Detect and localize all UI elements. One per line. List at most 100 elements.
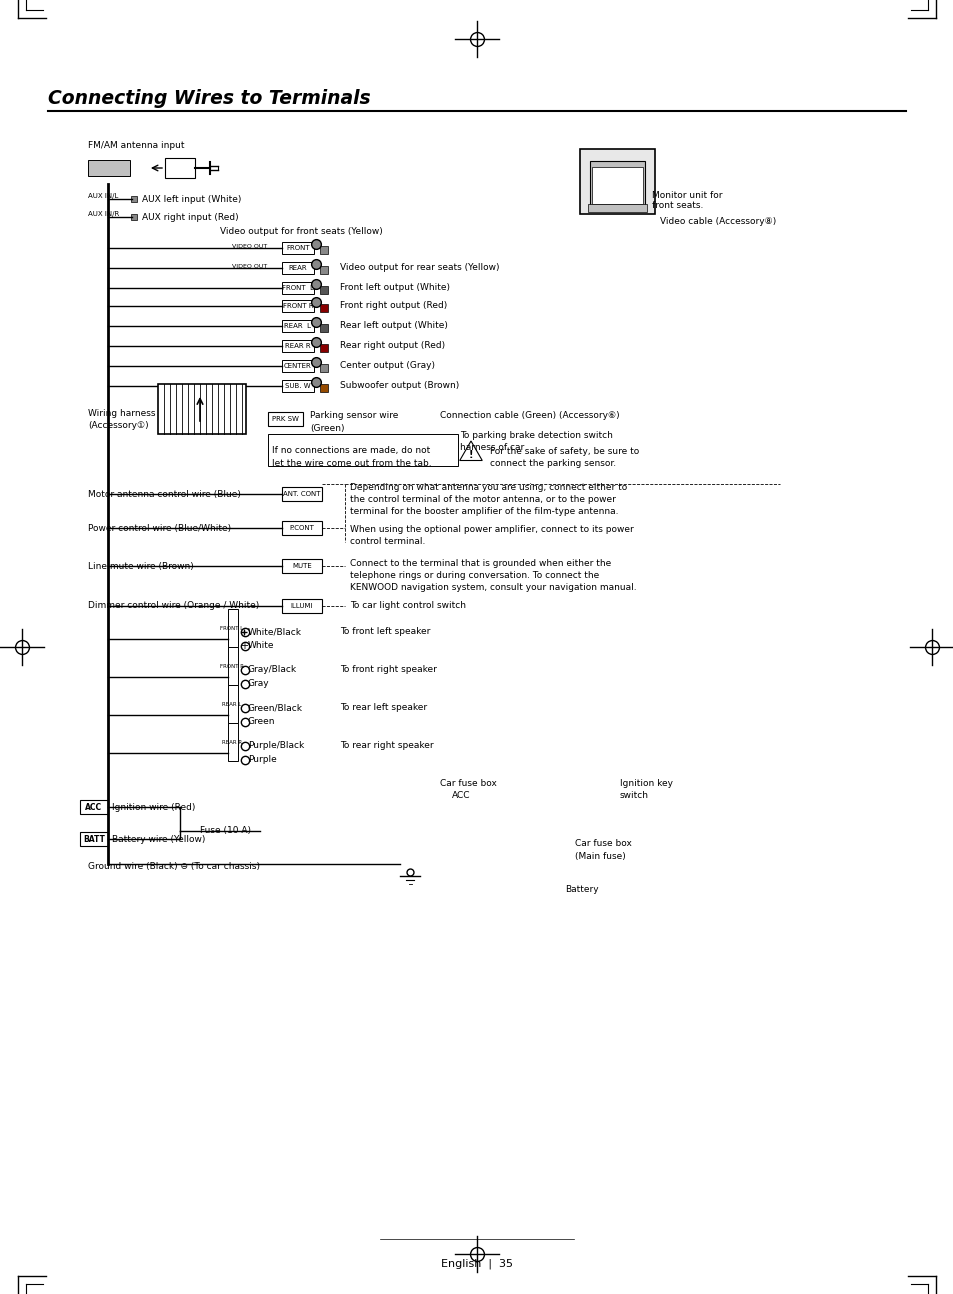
- Text: ACC: ACC: [86, 802, 103, 811]
- Text: Video cable (Accessory⑧): Video cable (Accessory⑧): [659, 217, 776, 226]
- Text: switch: switch: [619, 792, 648, 801]
- FancyBboxPatch shape: [282, 340, 314, 352]
- Text: BATT: BATT: [83, 835, 105, 844]
- FancyBboxPatch shape: [579, 149, 655, 214]
- FancyBboxPatch shape: [268, 411, 303, 426]
- Text: For the sake of safety, be sure to: For the sake of safety, be sure to: [490, 448, 639, 457]
- Text: KENWOOD navigation system, consult your navigation manual.: KENWOOD navigation system, consult your …: [350, 584, 636, 593]
- FancyBboxPatch shape: [587, 204, 646, 212]
- Text: Power control wire (Blue/White): Power control wire (Blue/White): [88, 524, 231, 533]
- FancyBboxPatch shape: [589, 160, 644, 206]
- FancyBboxPatch shape: [80, 800, 108, 814]
- Text: Depending on what antenna you are using, connect either to: Depending on what antenna you are using,…: [350, 484, 626, 493]
- Text: FRONT  L: FRONT L: [282, 285, 314, 291]
- Text: Ignition key: Ignition key: [619, 779, 672, 788]
- Text: Subwoofer output (Brown): Subwoofer output (Brown): [339, 382, 458, 391]
- Text: ACC: ACC: [452, 792, 470, 801]
- FancyBboxPatch shape: [319, 384, 328, 392]
- Text: REAR R: REAR R: [285, 343, 311, 349]
- Text: !: !: [468, 450, 473, 459]
- FancyBboxPatch shape: [319, 364, 328, 371]
- Text: FRONT: FRONT: [286, 245, 310, 251]
- FancyBboxPatch shape: [282, 521, 322, 534]
- Text: White/Black: White/Black: [248, 628, 302, 637]
- FancyBboxPatch shape: [228, 685, 237, 723]
- Text: To rear right speaker: To rear right speaker: [339, 741, 434, 751]
- Text: Ground wire (Black) ⊖ (To car chassis): Ground wire (Black) ⊖ (To car chassis): [88, 863, 260, 871]
- Text: P.CONT: P.CONT: [290, 525, 314, 531]
- Text: When using the optional power amplifier, connect to its power: When using the optional power amplifier,…: [350, 525, 633, 534]
- Text: ILLUMI: ILLUMI: [291, 603, 313, 609]
- FancyBboxPatch shape: [158, 384, 246, 433]
- Text: Ignition wire (Red): Ignition wire (Red): [112, 802, 195, 811]
- FancyBboxPatch shape: [88, 160, 130, 176]
- FancyBboxPatch shape: [282, 242, 314, 254]
- Text: Gray/Black: Gray/Black: [248, 665, 296, 674]
- Text: telephone rings or during conversation. To connect the: telephone rings or during conversation. …: [350, 572, 598, 581]
- Text: To rear left speaker: To rear left speaker: [339, 704, 427, 713]
- FancyBboxPatch shape: [282, 360, 314, 371]
- Text: Battery wire (Yellow): Battery wire (Yellow): [112, 835, 205, 844]
- Text: Front right output (Red): Front right output (Red): [339, 302, 447, 311]
- FancyBboxPatch shape: [228, 647, 237, 685]
- Text: the control terminal of the motor antenna, or to the power: the control terminal of the motor antenn…: [350, 496, 616, 505]
- FancyBboxPatch shape: [282, 380, 314, 392]
- Text: To parking brake detection switch: To parking brake detection switch: [459, 431, 612, 440]
- FancyBboxPatch shape: [282, 300, 314, 312]
- Text: SUB. W: SUB. W: [285, 383, 311, 389]
- Text: harness of car: harness of car: [459, 444, 524, 453]
- Text: Fuse (10 A): Fuse (10 A): [200, 827, 251, 836]
- FancyBboxPatch shape: [282, 487, 322, 501]
- Text: let the wire come out from the tab.: let the wire come out from the tab.: [272, 458, 431, 467]
- Text: REAR L: REAR L: [222, 701, 241, 707]
- FancyBboxPatch shape: [319, 286, 328, 294]
- Text: REAR R: REAR R: [222, 739, 242, 744]
- Text: Green/Black: Green/Black: [248, 704, 303, 713]
- Text: Car fuse box: Car fuse box: [575, 840, 631, 849]
- FancyBboxPatch shape: [319, 324, 328, 333]
- Text: Purple: Purple: [248, 756, 276, 765]
- FancyBboxPatch shape: [228, 723, 237, 761]
- Text: Front left output (White): Front left output (White): [339, 283, 450, 292]
- Text: Purple/Black: Purple/Black: [248, 741, 304, 751]
- Text: VIDEO OUT: VIDEO OUT: [232, 264, 267, 269]
- Text: connect the parking sensor.: connect the parking sensor.: [490, 459, 616, 468]
- Text: REAR  L: REAR L: [284, 324, 312, 329]
- Text: Green: Green: [248, 717, 275, 726]
- Text: Connect to the terminal that is grounded when either the: Connect to the terminal that is grounded…: [350, 559, 611, 568]
- FancyBboxPatch shape: [282, 320, 314, 333]
- FancyBboxPatch shape: [592, 167, 642, 204]
- Text: FRONT R: FRONT R: [282, 303, 313, 309]
- Text: Motor antenna control wire (Blue): Motor antenna control wire (Blue): [88, 489, 240, 498]
- Text: Wiring harness: Wiring harness: [88, 409, 155, 418]
- FancyBboxPatch shape: [131, 214, 137, 220]
- Text: Connection cable (Green) (Accessory⑥): Connection cable (Green) (Accessory⑥): [439, 411, 619, 421]
- Text: AUX IN/R: AUX IN/R: [88, 211, 119, 217]
- Text: To car light control switch: To car light control switch: [350, 602, 465, 611]
- Text: Car fuse box: Car fuse box: [439, 779, 497, 788]
- Text: Line mute wire (Brown): Line mute wire (Brown): [88, 562, 193, 571]
- Text: Connecting Wires to Terminals: Connecting Wires to Terminals: [48, 89, 370, 109]
- Text: Parking sensor wire: Parking sensor wire: [310, 411, 398, 421]
- Text: terminal for the booster amplifier of the film-type antenna.: terminal for the booster amplifier of th…: [350, 507, 618, 516]
- Text: (Green): (Green): [310, 423, 344, 432]
- Text: MUTE: MUTE: [292, 563, 312, 569]
- FancyBboxPatch shape: [131, 195, 137, 202]
- Text: PRK SW: PRK SW: [272, 415, 298, 422]
- Text: AUX IN/L: AUX IN/L: [88, 193, 118, 199]
- FancyBboxPatch shape: [282, 261, 314, 274]
- FancyBboxPatch shape: [319, 267, 328, 274]
- Text: FM/AM antenna input: FM/AM antenna input: [88, 141, 184, 150]
- FancyBboxPatch shape: [80, 832, 108, 846]
- Text: To front right speaker: To front right speaker: [339, 665, 436, 674]
- FancyBboxPatch shape: [228, 609, 237, 647]
- Text: +: +: [240, 641, 248, 651]
- FancyBboxPatch shape: [282, 559, 322, 573]
- Text: Center output (Gray): Center output (Gray): [339, 361, 435, 370]
- Text: Rear left output (White): Rear left output (White): [339, 321, 447, 330]
- Text: Battery: Battery: [564, 885, 598, 893]
- Text: front seats.: front seats.: [651, 202, 702, 211]
- FancyBboxPatch shape: [165, 158, 194, 179]
- Text: Video output for rear seats (Yellow): Video output for rear seats (Yellow): [339, 264, 499, 273]
- FancyBboxPatch shape: [282, 599, 322, 613]
